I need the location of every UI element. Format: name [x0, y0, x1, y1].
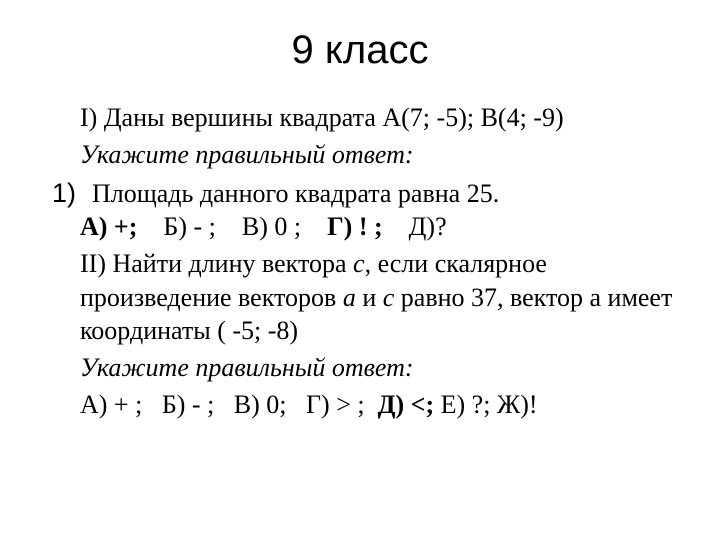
problem-2-seg-c: и [356, 283, 383, 312]
slide: 9 класс I) Даны вершины квадрата А(7; -5… [0, 0, 720, 540]
slide-title: 9 класс [40, 28, 680, 73]
answer-2-d: Д) <; [378, 390, 435, 419]
answers-row-1: А) +; Б) - ; В) 0 ; Г) ! ; Д)? [80, 210, 680, 243]
problem-1-given: I) Даны вершины квадрата А(7; -5); В(4; … [80, 101, 680, 134]
answer-1-c: В) 0 ; [216, 212, 301, 241]
answer-1-e: Д)? [383, 212, 447, 241]
problem-2-text: II) Найти длину вектора с, если скалярно… [80, 247, 680, 347]
instruction-2: Укажите правильный ответ: [80, 351, 680, 384]
answer-2-abcG: А) + ; Б) - ; В) 0; Г) > ; [80, 390, 378, 419]
var-a: а [343, 283, 356, 312]
var-c-2: с [383, 283, 395, 312]
instruction-1: Укажите правильный ответ: [80, 138, 680, 171]
answers-row-2: А) + ; Б) - ; В) 0; Г) > ; Д) <; Е) ?; Ж… [80, 388, 680, 421]
statement-1: 1) Площадь данного квадрата равна 25. [50, 176, 680, 211]
list-number-1: 1) [50, 176, 92, 211]
answer-1-a: А) +; [80, 212, 137, 241]
answer-1-d: Г) ! ; [301, 212, 383, 241]
slide-body: I) Даны вершины квадрата А(7; -5); В(4; … [40, 101, 680, 422]
statement-1-text: Площадь данного квадрата равна 25. [92, 177, 680, 210]
var-c-1: с [353, 249, 365, 278]
answer-1-b: Б) - ; [137, 212, 215, 241]
answer-2-rest: Е) ?; Ж)! [434, 390, 537, 419]
problem-2-seg-a: II) Найти длину вектора [80, 249, 353, 278]
